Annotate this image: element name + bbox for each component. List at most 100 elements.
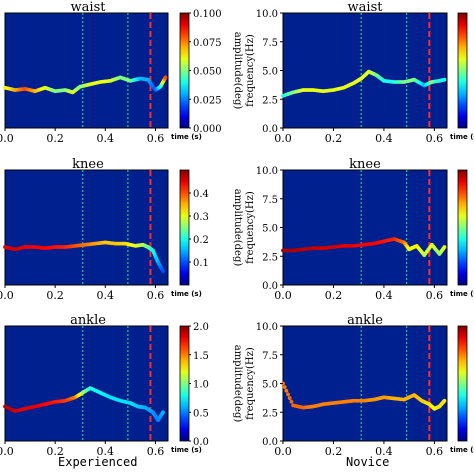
x-tick-label: 0.2: [325, 289, 343, 302]
y-tick-label: 10.0: [256, 322, 278, 333]
colorbar-label: amplitude(deg): [232, 189, 243, 267]
subplot-waist-experienced: waist 0.0 0.2 0.4 0.6 time (s)0.000 0.025 0.050…: [0, 0, 243, 145]
y-tick-label: 5.0: [262, 67, 278, 78]
x-tick-label: 0.6: [426, 132, 444, 145]
colorbar-tick-label: 1.0: [193, 380, 209, 391]
x-axis-unit: time (s): [171, 290, 202, 298]
plot-area: [4, 325, 169, 442]
data-point: [284, 388, 289, 393]
colorbar: [457, 325, 468, 442]
x-tick-label: 0.6: [147, 445, 165, 458]
x-tick-label: 0.2: [325, 132, 343, 145]
data-point: [289, 399, 294, 404]
data-point: [161, 410, 165, 415]
plot-area: [4, 169, 169, 286]
subplot-knee-novice: knee 0.0 0.2 0.4 0.6 time (s) 0.0 2.5 5.0 7.5 10.0…: [245, 157, 474, 302]
subplot-waist-novice: waist 0.0 0.2 0.4 0.6 time (s) 0.0 2.5 5.0 7.5 10.…: [245, 0, 474, 145]
colorbar-tick-label: 0.050: [193, 67, 222, 78]
x-tick-label: 0.0: [274, 132, 292, 145]
x-axis-unit: time (s): [450, 133, 474, 141]
data-point: [442, 398, 447, 403]
colorbar-label: amplitude(deg): [232, 345, 243, 423]
data-point: [442, 245, 447, 249]
x-tick-label: 0.6: [147, 289, 165, 302]
colorbar: [179, 169, 190, 286]
colorbar: [457, 169, 468, 286]
data-point: [282, 385, 287, 390]
y-tick-label: 7.5: [262, 195, 278, 206]
column-label-experienced: Experienced: [58, 455, 138, 469]
x-tick-label: 0.6: [147, 132, 165, 145]
subplot-title: knee: [349, 157, 381, 172]
y-tick-label: 5.0: [262, 224, 278, 235]
colorbar-tick-label: 0.025: [193, 95, 222, 106]
colorbar-tick-label: 0.4: [193, 189, 209, 200]
colorbar-tick-label: 0.0: [193, 437, 209, 448]
subplot-title: waist: [71, 0, 107, 15]
subplot-knee-experienced: knee 0.0 0.2 0.4 0.6 time (s) 0.1 0.2 0.3 0.4 ampl…: [0, 157, 243, 302]
x-tick-label: 0.0: [0, 445, 14, 458]
y-tick-label: 7.5: [262, 38, 278, 49]
colorbar: [457, 12, 468, 129]
colorbar-tick-label: 1.5: [193, 351, 209, 362]
x-axis-unit: time (s): [450, 446, 474, 454]
subplot-title: knee: [72, 157, 104, 172]
subplot-title: ankle: [347, 313, 383, 328]
y-tick-label: 0.0: [262, 437, 278, 448]
plot-area: [282, 12, 448, 129]
data-point: [442, 77, 447, 82]
x-tick-label: 0.4: [97, 132, 115, 145]
x-axis-unit: time (s): [171, 133, 202, 141]
subplot-title: waist: [348, 0, 384, 15]
plot-area: [4, 12, 169, 129]
y-tick-label: 2.5: [262, 95, 278, 106]
x-tick-label: 0.2: [46, 132, 64, 145]
colorbar-label: amplitude(deg): [232, 32, 243, 110]
x-tick-label: 0.0: [274, 289, 292, 302]
subplot-ankle-novice: ankle 0.0 0.2 0.4 0.6 time (s) 0.0 2.5 5.0 7.5 10.…: [245, 313, 474, 458]
data-point: [286, 392, 290, 397]
y-axis-label: frequency(Hz): [245, 347, 256, 420]
x-tick-label: 0.4: [97, 445, 115, 458]
colorbar-tick-label: 0.5: [193, 408, 209, 419]
colorbar: [179, 12, 190, 129]
colorbar-tick-label: 0.3: [193, 212, 209, 223]
y-tick-label: 7.5: [262, 351, 278, 362]
y-tick-label: 2.5: [262, 408, 278, 419]
x-tick-label: 0.6: [426, 289, 444, 302]
colorbar: [179, 325, 190, 442]
colorbar-tick-label: 0.100: [193, 9, 222, 20]
x-axis-unit: time (s): [171, 446, 202, 454]
subplot-title: ankle: [70, 313, 106, 328]
x-axis-unit: time (s): [450, 290, 474, 298]
y-axis-label: frequency(Hz): [245, 191, 256, 264]
y-axis-label: frequency(Hz): [245, 34, 256, 107]
data-point: [163, 75, 168, 80]
y-tick-label: 10.0: [256, 9, 278, 20]
colorbar-tick-label: 0.000: [193, 124, 222, 135]
x-tick-label: 0.2: [46, 289, 64, 302]
x-tick-label: 0.0: [0, 289, 14, 302]
x-tick-label: 0.2: [46, 445, 64, 458]
data-point: [161, 269, 165, 274]
x-tick-label: 0.2: [325, 445, 343, 458]
y-tick-label: 5.0: [262, 380, 278, 391]
x-tick-label: 0.4: [375, 289, 393, 302]
x-tick-label: 0.6: [426, 445, 444, 458]
x-tick-label: 0.0: [0, 132, 14, 145]
colorbar-tick-label: 0.1: [193, 258, 209, 269]
column-label-novice: Novice: [346, 455, 390, 469]
x-tick-label: 0.0: [274, 445, 292, 458]
data-point: [287, 396, 292, 400]
x-tick-label: 0.4: [375, 445, 393, 458]
y-tick-label: 0.0: [262, 281, 278, 292]
y-tick-label: 2.5: [262, 252, 278, 263]
y-tick-label: 10.0: [256, 166, 278, 177]
plot-area: [282, 169, 448, 286]
x-tick-label: 0.4: [97, 289, 115, 302]
plot-area: [282, 325, 448, 442]
colorbar-tick-label: 0.2: [193, 235, 209, 246]
x-tick-label: 0.4: [375, 132, 393, 145]
